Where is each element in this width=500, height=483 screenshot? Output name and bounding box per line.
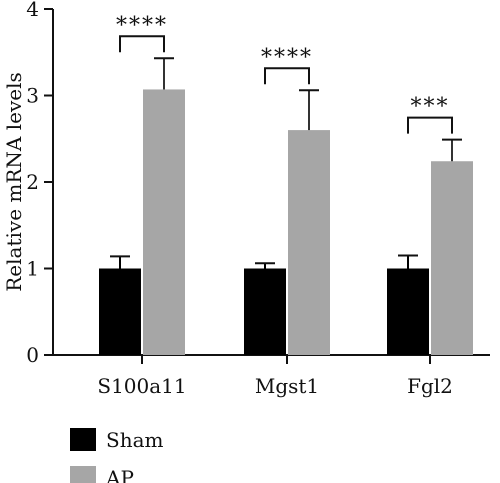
legend-swatch-ap — [70, 466, 96, 483]
y-axis-title: Relative mRNA levels — [2, 72, 26, 292]
y-tick-label: 1 — [26, 257, 39, 281]
x-tick-label: S100a11 — [97, 374, 186, 398]
significance-bracket — [264, 67, 310, 85]
y-tick-label: 2 — [26, 170, 39, 194]
x-tick-label: Mgst1 — [255, 374, 319, 398]
axes: 0 1 2 3 4 S100a11 Mgst1 Fgl2 — [26, 0, 490, 398]
legend: Sham AP — [70, 428, 164, 483]
significance-layer: *********** — [116, 13, 453, 134]
bar-sham-s100a11 — [99, 268, 141, 355]
significance-label: **** — [261, 45, 313, 70]
significance-label: **** — [116, 13, 168, 38]
significance-bracket — [407, 116, 453, 134]
y-tick-label: 0 — [26, 343, 39, 367]
x-tick-label: Fgl2 — [407, 374, 453, 398]
bar-ap-s100a11 — [143, 89, 185, 355]
bar-sham-fgl2 — [387, 268, 429, 355]
bar-sham-mgst1 — [244, 268, 286, 355]
significance-label: *** — [411, 95, 450, 120]
significance-bracket — [119, 35, 165, 53]
bar-ap-fgl2 — [431, 161, 473, 355]
legend-label-sham: Sham — [106, 428, 164, 452]
legend-label-ap: AP — [105, 466, 134, 483]
y-tick-label: 4 — [26, 0, 39, 21]
bar-ap-mgst1 — [288, 130, 330, 355]
legend-swatch-sham — [70, 428, 96, 451]
bars-layer — [99, 57, 473, 355]
y-tick-label: 3 — [26, 84, 39, 108]
